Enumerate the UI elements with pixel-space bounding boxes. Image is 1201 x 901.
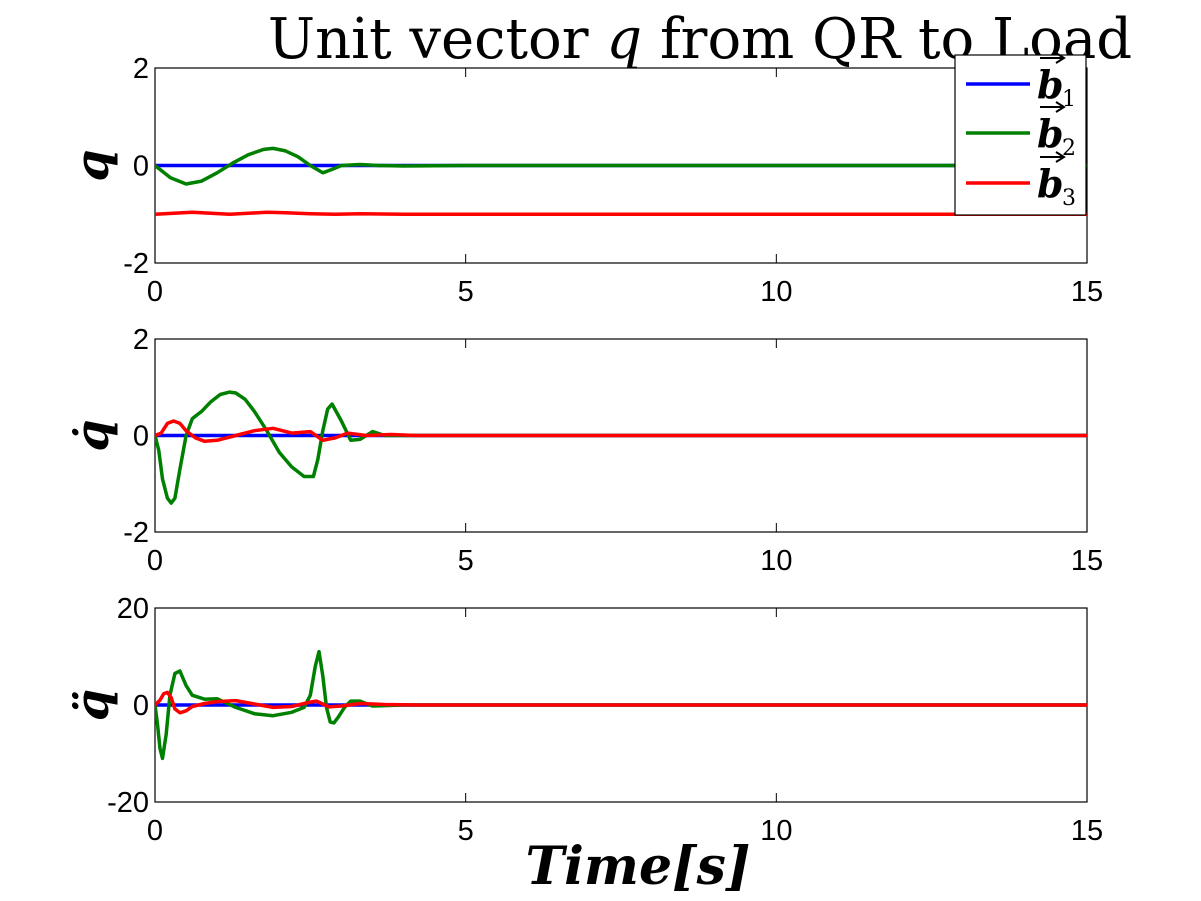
y-tick-label: 0 <box>133 690 149 722</box>
legend-subscript-2: 2 <box>1062 136 1076 161</box>
x-tick-label: 5 <box>458 545 474 577</box>
series-b2 <box>155 146 1087 186</box>
series-b3 <box>155 419 1087 444</box>
y-tick-label: 0 <box>133 151 149 183</box>
legend-subscript-3: 3 <box>1062 186 1076 211</box>
series-group <box>155 390 1087 505</box>
x-tick-label: 10 <box>760 276 792 308</box>
y-axis-label: q̇ <box>65 419 119 451</box>
x-tick-label: 5 <box>458 815 474 847</box>
series-group <box>155 649 1087 761</box>
legend-arrow-head <box>1055 151 1066 163</box>
x-tick-label: 15 <box>1071 545 1103 577</box>
series-group <box>155 146 1087 217</box>
y-tick-label: -2 <box>123 248 149 280</box>
y-axis-label: q̈ <box>65 689 119 721</box>
legend-label-3: b <box>1037 161 1064 206</box>
y-axis-label: q <box>65 149 119 181</box>
y-tick-label: 0 <box>133 421 149 453</box>
x-tick-label: 10 <box>760 545 792 577</box>
x-tick-label: 0 <box>147 276 163 308</box>
legend-arrow-head <box>1055 101 1066 113</box>
series-b3 <box>155 690 1087 715</box>
series-b2 <box>155 390 1087 505</box>
y-tick-label: -20 <box>107 787 149 819</box>
x-tick-label: 10 <box>760 815 792 847</box>
x-tick-label: 0 <box>147 545 163 577</box>
series-b3 <box>155 210 1087 217</box>
x-tick-label: 5 <box>458 276 474 308</box>
x-axis-label: Time[s] <box>525 836 750 897</box>
legend-arrow-head <box>1055 52 1066 64</box>
x-tick-label: 0 <box>147 815 163 847</box>
legend-subscript-1: 1 <box>1062 87 1076 112</box>
y-tick-label: 2 <box>133 324 149 356</box>
x-tick-label: 15 <box>1071 815 1103 847</box>
y-tick-label: 20 <box>117 593 149 625</box>
legend-label-1: b <box>1037 62 1064 107</box>
legend-label-2: b <box>1037 111 1064 156</box>
y-tick-label: -2 <box>123 517 149 549</box>
x-tick-label: 15 <box>1071 276 1103 308</box>
y-tick-label: 2 <box>133 53 149 85</box>
legend-box <box>954 54 1087 216</box>
